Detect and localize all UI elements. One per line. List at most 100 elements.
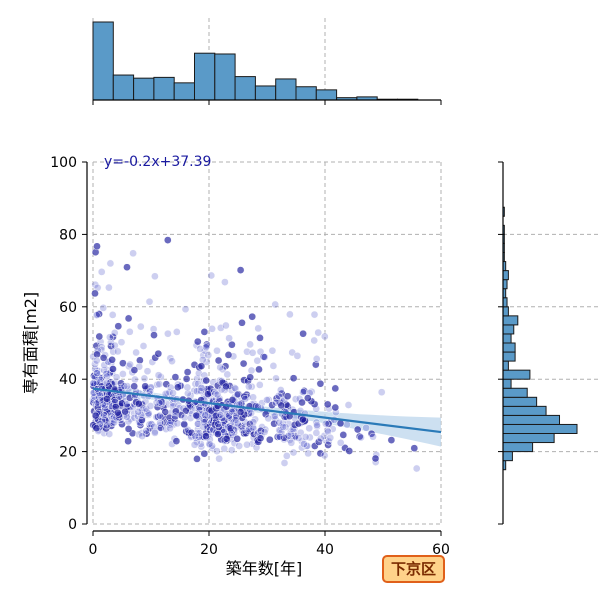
scatter-points [89,236,421,473]
scatter-point [306,433,314,442]
scatter-point [233,390,242,399]
scatter-point [197,384,206,392]
scatter-point [387,436,396,444]
scatter-point [93,242,101,251]
scatter-point [225,334,233,343]
scatter-point [180,413,189,422]
right-hist-bar [502,342,516,353]
right-hist-bar [502,433,555,444]
scatter-point [169,389,177,397]
scatter-point [194,386,203,395]
scatter-point [276,386,285,394]
scatter-point [199,423,208,431]
scatter-point [155,399,164,407]
scatter-point [110,418,119,427]
scatter-point [255,381,264,389]
scatter-point [95,373,104,382]
scatter-point [299,388,308,396]
scatter-point [320,332,329,341]
scatter-point [214,430,222,438]
scatter-point [105,283,113,292]
scatter-point [136,322,145,331]
scatter-point [156,419,164,427]
scatter-point [222,382,230,391]
scatter-point [195,403,204,412]
scatter-point [174,383,182,392]
y-tick-label: 100 [50,155,77,171]
scatter-point [100,411,109,420]
x-axis-title: 築年数[年] [226,559,303,578]
scatter-point [281,423,290,431]
scatter-point [310,310,319,319]
scatter-point [168,357,176,366]
scatter-point [126,360,134,369]
scatter-point [277,401,286,410]
scatter-point [145,297,154,306]
scatter-point [236,266,245,274]
scatter-point [108,355,116,364]
scatter-point [215,454,223,463]
scatter-point [280,433,288,442]
scatter-point [231,416,240,424]
scatter-point [247,409,255,418]
right-hist-bar [502,279,508,290]
scatter-point [196,387,205,395]
scatter-point [110,329,119,337]
scatter-point [121,407,129,416]
scatter-point [92,356,101,365]
scatter-point [150,422,158,431]
scatter-point [299,329,307,338]
scatter-point [243,347,251,356]
scatter-point [326,433,335,442]
scatter-point [102,407,111,416]
scatter-point [92,311,101,319]
scatter-point [228,396,237,404]
scatter-point [215,394,224,403]
scatter-point [142,404,150,413]
scatter-point [92,424,101,433]
scatter-point [183,383,192,392]
scatter-point [260,428,269,436]
right-hist-bar [502,270,509,281]
scatter-point [312,429,321,437]
scatter-point [103,372,111,381]
scatter-point [143,367,152,376]
top-hist-bar [92,21,114,101]
y-tick-label: 60 [59,300,77,316]
scatter-point [193,337,202,346]
scatter-point [202,376,211,385]
scatter-point [293,352,302,360]
scatter-point [205,440,214,448]
scatter-point [190,440,199,449]
scatter-point [310,336,319,345]
scatter-point [287,438,296,447]
scatter-point [113,408,122,417]
x-tick-label: 60 [432,542,450,558]
scatter-point [214,356,223,365]
scatter-point [180,420,189,429]
scatter-point [144,409,153,418]
scatter-point [289,448,298,457]
top-hist-bar [173,82,195,101]
scatter-point [371,454,380,463]
scatter-point [245,425,253,434]
main-grid [92,161,442,525]
scatter-point [216,411,225,419]
scatter-point [238,426,247,435]
scatter-point [260,353,269,361]
scatter-point [410,444,419,453]
scatter-point [256,334,264,342]
scatter-point [204,351,213,359]
scatter-point [91,373,99,382]
scatter-point [191,432,200,441]
scatter-point [324,427,332,436]
scatter-point [213,390,222,399]
regression-equation: y=-0.2x+37.39 [104,154,211,170]
scatter-point [197,440,205,448]
district-badge: 下京区 [382,555,445,583]
scatter-point [118,420,126,429]
y-tick-label: 20 [59,445,77,461]
scatter-point [153,403,162,411]
scatter-point [269,362,278,370]
scatter-point [249,424,258,433]
